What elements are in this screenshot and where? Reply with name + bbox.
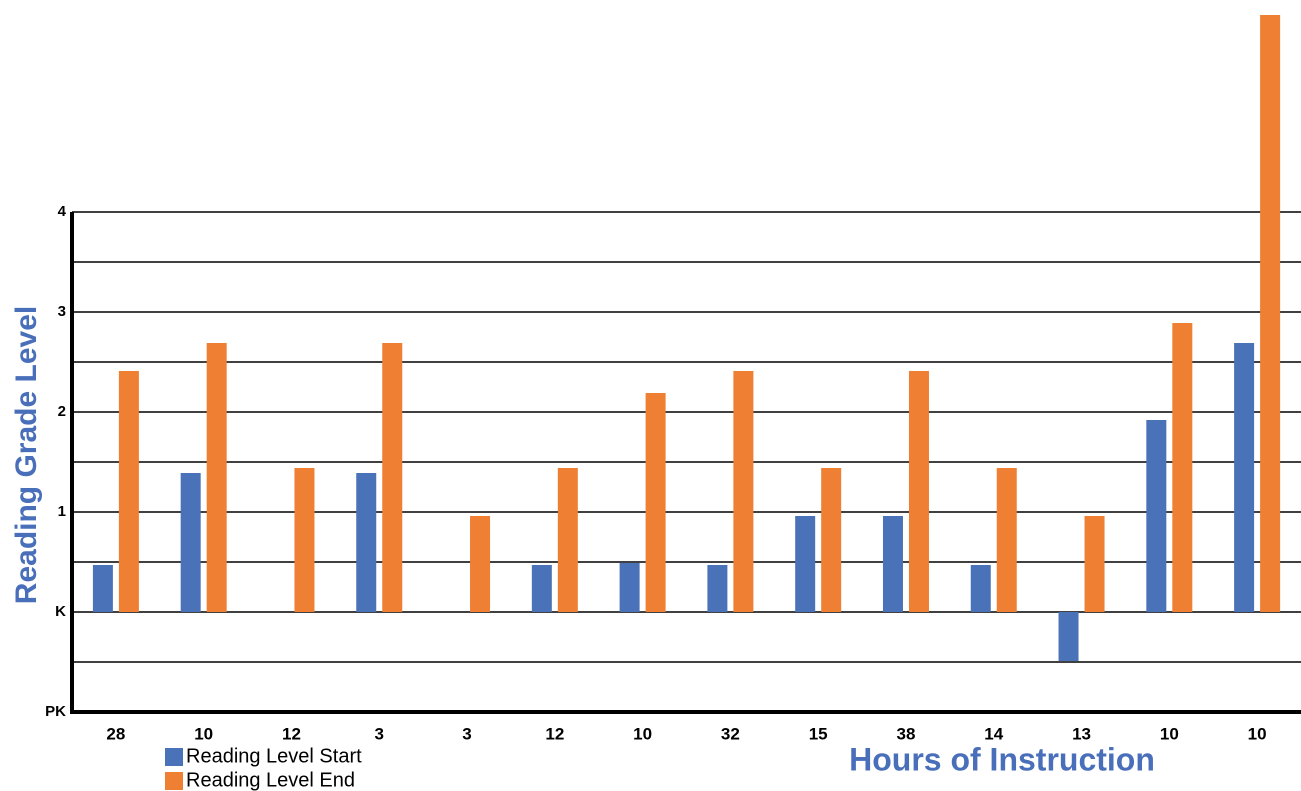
x-tick-label: 15 [809, 724, 828, 743]
y-tick-label: PK [45, 703, 66, 720]
y-tick-label: 4 [58, 203, 67, 220]
bar [118, 371, 139, 612]
bar [619, 563, 640, 612]
bar [795, 516, 816, 612]
bar [1260, 15, 1281, 612]
bar [531, 565, 552, 612]
x-axis-title: Hours of Instruction [849, 741, 1155, 777]
y-tick-label: K [55, 603, 66, 620]
x-tick-label: 28 [106, 724, 125, 743]
bar [1234, 343, 1255, 612]
bar [707, 565, 728, 612]
bar [1146, 420, 1167, 612]
y-axis-title: Reading Grade Level [10, 306, 43, 604]
bar [294, 468, 315, 612]
y-tick-label: 1 [58, 503, 66, 520]
bar [356, 473, 377, 612]
x-tick-label: 13 [1072, 724, 1091, 743]
x-tick-label: 14 [984, 724, 1003, 743]
x-tick-label: 10 [194, 724, 213, 743]
bar [382, 343, 403, 612]
legend-swatch [165, 748, 183, 766]
bar [733, 371, 754, 612]
bar [821, 468, 842, 612]
legend-label: Reading Level Start [186, 745, 362, 767]
x-tick-label: 10 [633, 724, 652, 743]
bar [908, 371, 929, 612]
x-tick-label: 38 [897, 724, 916, 743]
x-tick-label: 32 [721, 724, 740, 743]
bar [206, 343, 227, 612]
x-tick-label: 10 [1160, 724, 1179, 743]
y-tick-label: 2 [58, 403, 66, 420]
bar [996, 468, 1017, 612]
x-tick-label: 12 [545, 724, 564, 743]
bar [1084, 516, 1105, 612]
x-tick-label: 12 [282, 724, 301, 743]
x-tick-label: 3 [462, 724, 471, 743]
bar [92, 565, 113, 612]
x-tick-label: 10 [1248, 724, 1267, 743]
y-tick-label: 3 [58, 303, 66, 320]
bar [645, 393, 666, 612]
bar [557, 468, 578, 612]
legend-label: Reading Level End [186, 769, 355, 791]
bar [882, 516, 903, 612]
legend-swatch [165, 772, 183, 790]
bar [180, 473, 201, 612]
bar [970, 565, 991, 612]
bar [470, 516, 491, 612]
x-tick-label: 3 [375, 724, 384, 743]
bar [1058, 612, 1079, 661]
bar [1172, 323, 1193, 612]
